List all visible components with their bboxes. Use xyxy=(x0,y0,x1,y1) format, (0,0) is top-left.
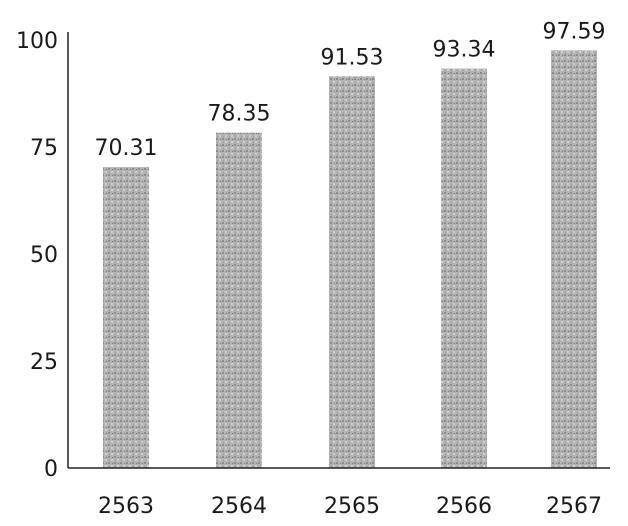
bar-2567 xyxy=(551,50,597,469)
bar-2564 xyxy=(216,132,262,469)
bars xyxy=(103,50,597,469)
bar-2565 xyxy=(329,76,375,469)
data-label-2563: 70.31 xyxy=(95,136,158,161)
data-label-2567: 97.59 xyxy=(543,19,606,44)
x-tick-label-2564: 2564 xyxy=(211,494,267,519)
y-tick-label: 100 xyxy=(16,29,58,54)
x-tick-label-2566: 2566 xyxy=(436,494,492,519)
data-label-2564: 78.35 xyxy=(208,102,271,127)
y-tick-label: 0 xyxy=(44,457,58,482)
y-tick-label: 25 xyxy=(30,350,58,375)
bar-2566 xyxy=(441,68,487,469)
x-tick-label-2565: 2565 xyxy=(324,494,380,519)
data-labels: 70.31 78.35 91.53 93.34 97.59 xyxy=(95,19,606,161)
y-tick-label: 50 xyxy=(30,243,58,268)
x-axis: 2563 2564 2565 2566 2567 xyxy=(68,467,610,519)
y-tick-label: 75 xyxy=(30,136,58,161)
data-label-2566: 93.34 xyxy=(433,38,496,63)
bar-2563 xyxy=(103,167,149,469)
x-tick-label-2567: 2567 xyxy=(546,494,602,519)
y-axis: 0 25 50 75 100 xyxy=(16,29,69,482)
x-tick-label-2563: 2563 xyxy=(98,494,154,519)
data-label-2565: 91.53 xyxy=(321,45,384,70)
